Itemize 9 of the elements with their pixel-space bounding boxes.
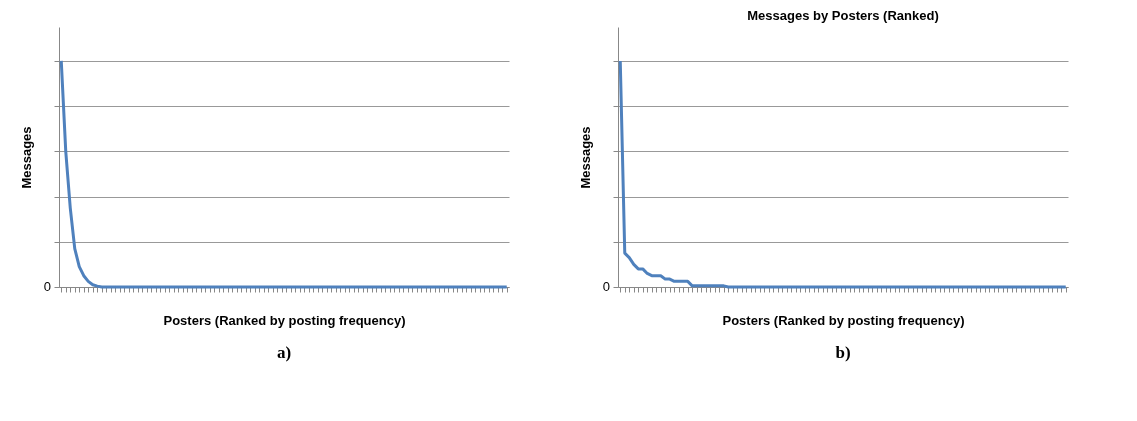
x-axis-title: Posters (Ranked by posting frequency): [722, 313, 965, 328]
y-axis-title: Messages: [578, 126, 593, 189]
chart-title: Messages by Posters (Ranked): [747, 8, 939, 23]
y-axis-title: Messages: [19, 126, 34, 189]
text: 0: [602, 279, 610, 294]
x-axis-title: Posters (Ranked by posting frequency): [163, 313, 406, 328]
text: b): [835, 343, 851, 362]
text: a): [276, 343, 292, 362]
text: 0: [43, 279, 51, 294]
